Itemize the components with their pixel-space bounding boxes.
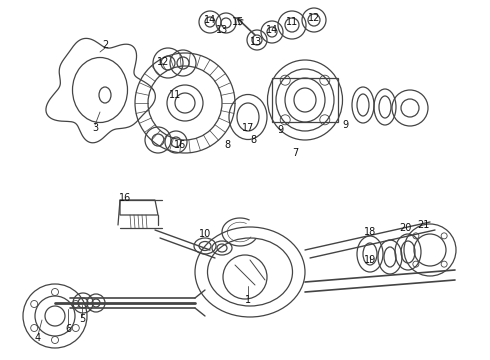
Text: 9: 9 <box>277 125 283 135</box>
Text: 16: 16 <box>119 193 131 203</box>
Text: 1: 1 <box>245 295 251 305</box>
Text: 7: 7 <box>292 148 298 158</box>
Text: 10: 10 <box>199 229 211 239</box>
Text: 15: 15 <box>232 17 244 27</box>
Text: 16: 16 <box>174 140 186 150</box>
Text: 13: 13 <box>216 25 228 35</box>
Text: 17: 17 <box>242 123 254 133</box>
Text: 9: 9 <box>342 120 348 130</box>
Text: 20: 20 <box>399 223 411 233</box>
Text: 11: 11 <box>286 17 298 27</box>
Text: 3: 3 <box>92 123 98 133</box>
Text: 12: 12 <box>308 13 320 23</box>
Text: 6: 6 <box>65 324 71 334</box>
Text: 14: 14 <box>266 25 278 35</box>
Text: 11: 11 <box>169 90 181 100</box>
Text: 19: 19 <box>364 255 376 265</box>
Text: 8: 8 <box>224 140 230 150</box>
Text: 2: 2 <box>102 40 108 50</box>
Text: 12: 12 <box>157 57 169 67</box>
Text: 18: 18 <box>364 227 376 237</box>
Text: 14: 14 <box>204 15 216 25</box>
Text: 21: 21 <box>417 220 429 230</box>
Text: 13: 13 <box>250 37 262 47</box>
Text: 4: 4 <box>35 333 41 343</box>
Text: 8: 8 <box>250 135 256 145</box>
Text: 5: 5 <box>79 314 85 324</box>
